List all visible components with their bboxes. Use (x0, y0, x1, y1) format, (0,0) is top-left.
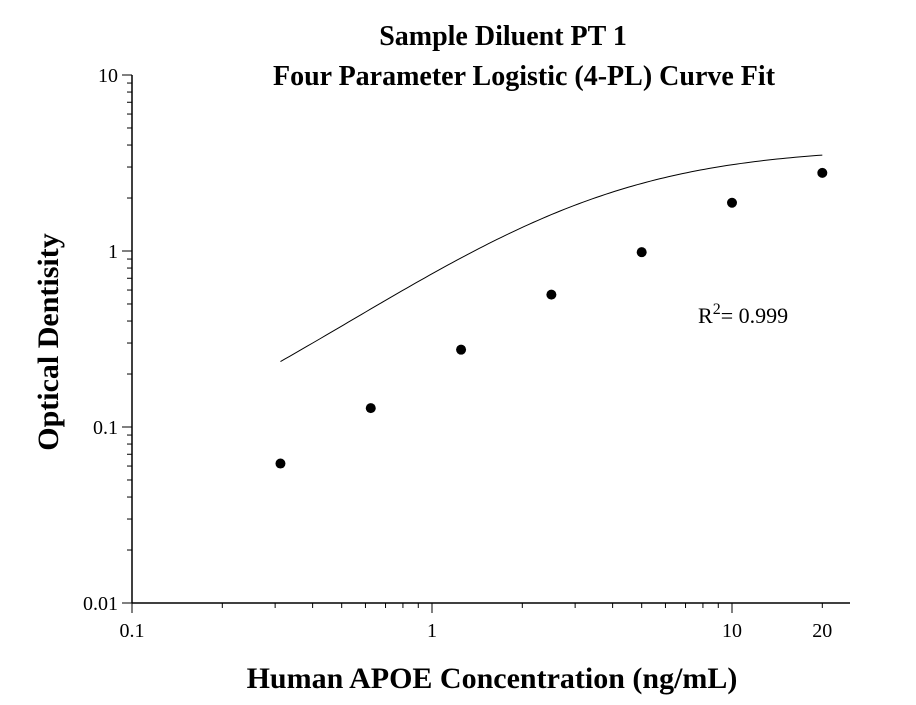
chart-subtitle: Four Parameter Logistic (4-PL) Curve Fit (273, 61, 776, 92)
x-axis-label: Human APOE Concentration (ng/mL) (247, 662, 738, 695)
y-axis-label: Optical Dentisity (32, 233, 65, 451)
data-point (727, 197, 737, 208)
chart-title: Sample Diluent PT 1 (379, 21, 627, 52)
data-points (275, 167, 828, 469)
x-tick-label: 1 (427, 620, 437, 642)
x-tick-label: 10 (722, 620, 742, 642)
r-squared-annotation: R2= 0.999 (698, 301, 788, 328)
data-point (275, 458, 286, 469)
r-squared-prefix: R (698, 303, 713, 328)
data-point (546, 289, 557, 300)
y-tick-label: 0.01 (83, 593, 118, 615)
y-tick-label: 0.1 (93, 417, 118, 439)
data-point (365, 403, 376, 414)
y-tick-label: 10 (98, 65, 118, 87)
x-tick-label: 0.1 (120, 620, 145, 642)
axes (131, 75, 850, 604)
x-tick-label: 20 (812, 620, 832, 642)
r-squared-value: = 0.999 (721, 303, 788, 328)
data-point (636, 247, 647, 258)
data-point (456, 344, 467, 355)
fit-curve (280, 154, 823, 362)
r-squared-superscript: 2 (713, 301, 721, 318)
data-point (817, 167, 828, 178)
tick-marks (122, 74, 823, 613)
y-tick-label: 1 (108, 241, 118, 263)
